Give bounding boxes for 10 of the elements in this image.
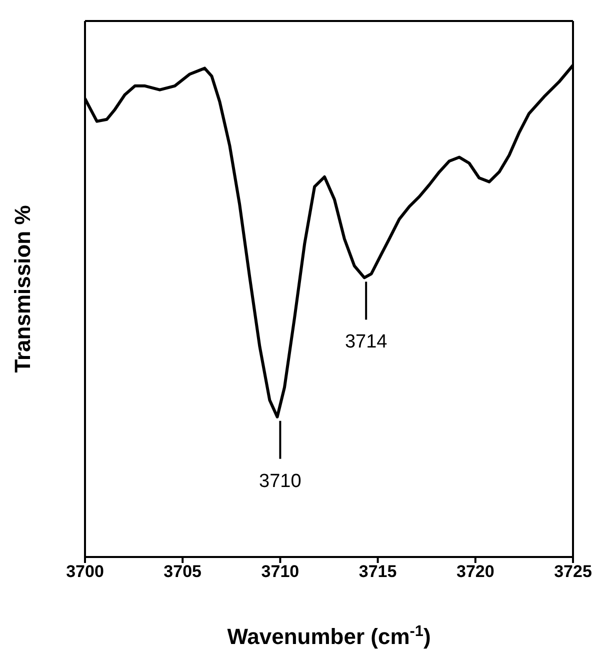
x-tick-label: 3710 <box>261 562 300 582</box>
x-tick-label: 3700 <box>66 562 104 582</box>
y-axis-title: Transmission % <box>10 205 35 373</box>
x-tick-label: 3705 <box>164 562 202 582</box>
x-tick-label: 3725 <box>554 562 592 582</box>
x-axis-title: Wavenumber (cm$^{-1}$) <box>227 622 431 649</box>
annotation: 3714 <box>344 332 388 353</box>
x-tick-label: 3715 <box>358 562 397 582</box>
annotation: 3710 <box>259 470 302 492</box>
x-tick-label: 3720 <box>456 562 494 582</box>
